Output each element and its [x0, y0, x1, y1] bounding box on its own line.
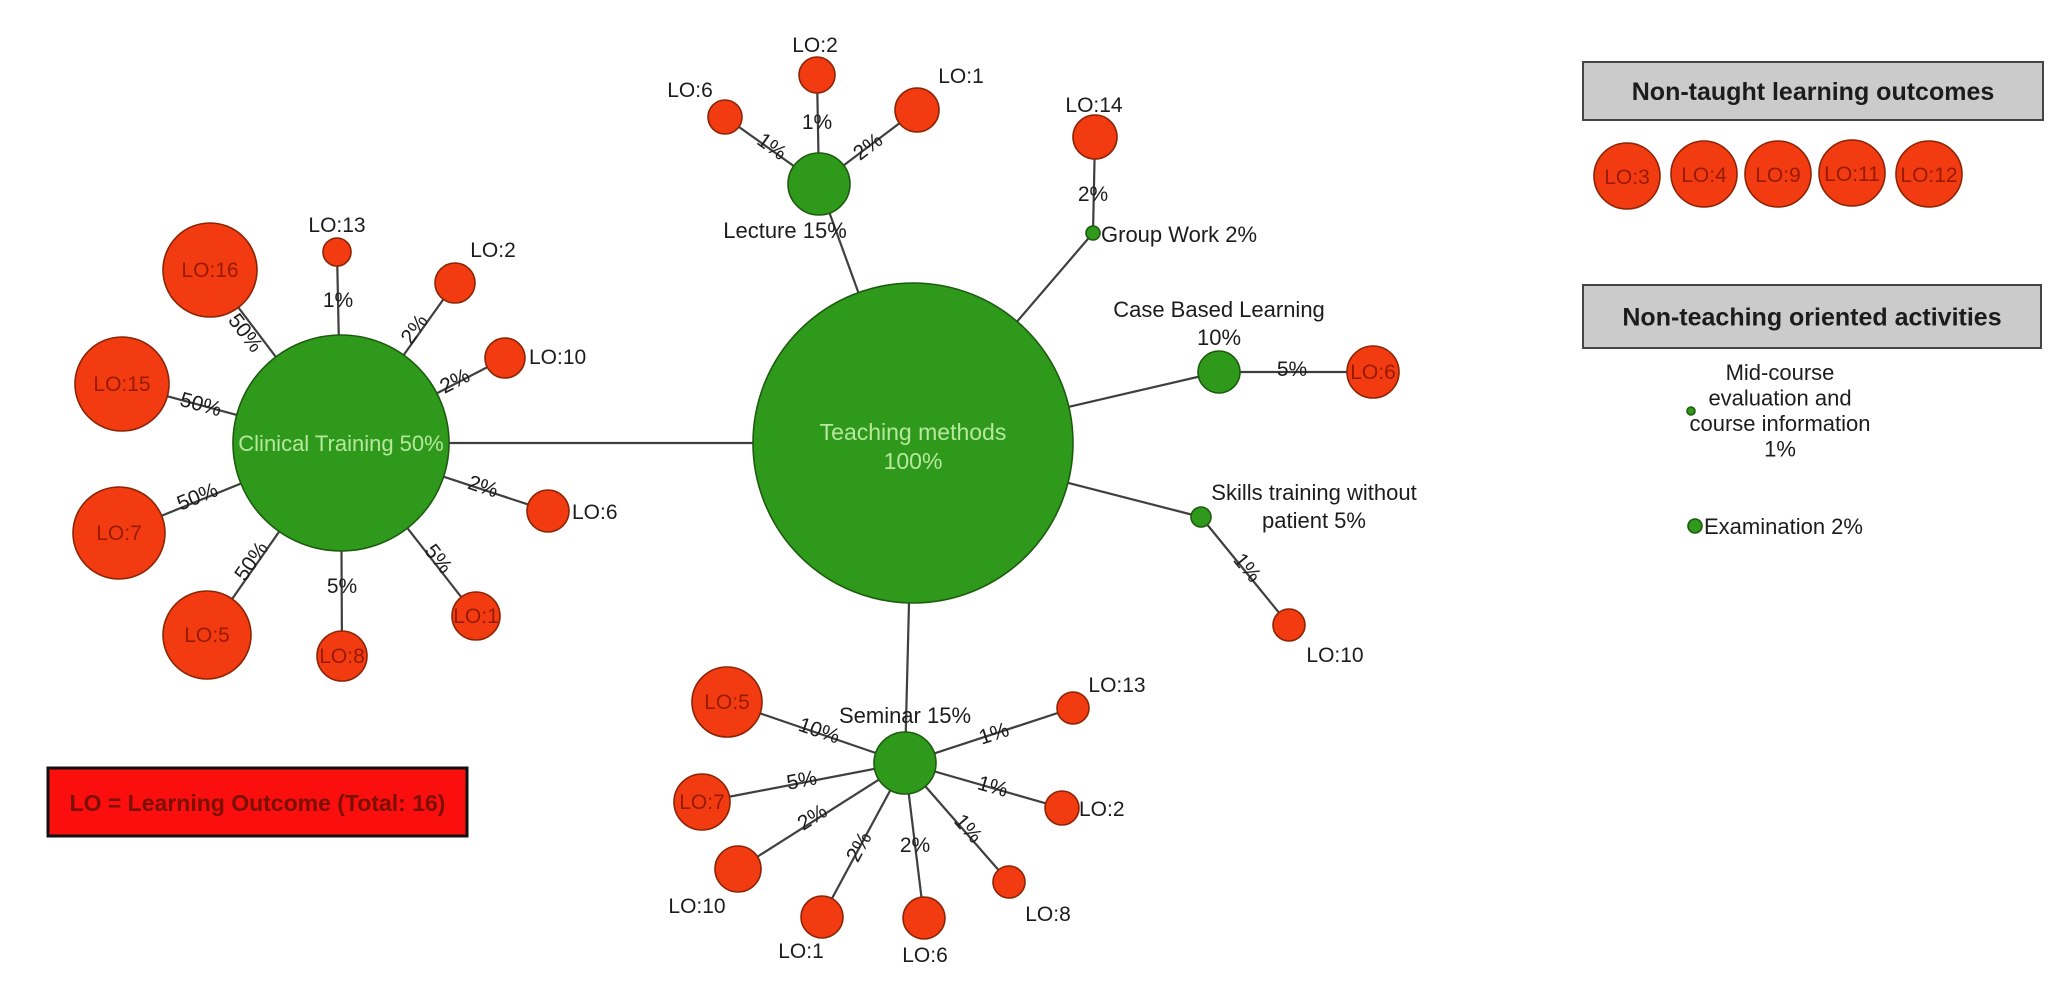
edge-skills-training--lo10-skills	[1200, 516, 1290, 626]
non-taught-header	[1582, 61, 2044, 121]
outcome-node-lo16-clinical	[162, 222, 258, 318]
node-label-clinical-training: Clinical Training 50%	[238, 431, 443, 456]
node-label-case-based-learning: Case Based Learning 10%	[1113, 297, 1325, 350]
node-label-lo6-seminar: LO:6	[902, 944, 948, 967]
node-label-lo8-clinical: LO:8	[319, 645, 365, 668]
outcome-node-lo14-group-work	[1072, 114, 1118, 160]
node-label-lo3-nontaught: LO:3	[1604, 166, 1650, 189]
outcome-node-lo13-clinical	[322, 237, 352, 267]
nodes-layer	[46, 56, 2044, 940]
lo-note-box-label: LO = Learning Outcome (Total: 16)	[70, 790, 446, 816]
lo-note-box	[46, 766, 469, 838]
node-label-group-work: Group Work 2%	[1101, 222, 1257, 247]
node-label-lo15-clinical: LO:15	[93, 373, 150, 396]
node-label-lo1-lecture: LO:1	[938, 65, 984, 88]
node-label-lo7-seminar: LO:7	[679, 791, 725, 814]
non-taught-header-label: Non-taught learning outcomes	[1632, 78, 1995, 106]
node-label-lo10-skills: LO:10	[1306, 644, 1363, 667]
outcome-node-lo8-clinical	[316, 630, 368, 682]
edge-percent-label-seminar--lo7-seminar: 5%	[785, 766, 819, 794]
non-teaching-header-label: Non-teaching oriented activities	[1622, 304, 2001, 332]
outcome-node-lo2-seminar	[1044, 790, 1080, 826]
outcome-node-lo6-cbl	[1346, 345, 1400, 399]
node-label-lo13-clinical: LO:13	[308, 214, 365, 237]
outcome-node-lo15-clinical	[74, 336, 170, 432]
method-node-clinical-training	[232, 334, 450, 552]
outcome-node-lo1-clinical	[451, 591, 501, 641]
outcome-node-lo7-seminar	[673, 773, 731, 831]
node-label-lo16-clinical: LO:16	[181, 259, 238, 282]
node-label-lo13-seminar: LO:13	[1088, 674, 1145, 697]
outcome-node-lo1-seminar	[800, 895, 844, 939]
method-node-group-work	[1085, 225, 1101, 241]
node-label-lo14-group-work: LO:14	[1065, 94, 1123, 117]
node-label-lo9-nontaught: LO:9	[1755, 164, 1801, 187]
examination-label: Examination 2%	[1704, 514, 1863, 539]
node-label-lo5-seminar: LO:5	[704, 691, 750, 714]
edge-percent-label-case-based-learning--lo6-cbl: 5%	[1277, 358, 1307, 381]
node-label-lo5-clinical: LO:5	[184, 624, 230, 647]
edge-percent-label-group-work--lo14-group-work: 2%	[1078, 183, 1108, 206]
node-label-lo6-clinical: LO:6	[572, 501, 618, 524]
node-label-lo10-seminar: LO:10	[668, 895, 725, 918]
edge-seminar--lo10-seminar	[737, 762, 906, 870]
outcome-node-lo6-seminar	[902, 896, 946, 940]
method-node-seminar	[873, 731, 937, 795]
outcome-node-lo8-seminar	[992, 865, 1026, 899]
edge-seminar--lo7-seminar	[701, 761, 906, 804]
labels-layer: 50%1%2%2%50%50%50%5%5%2%1%1%2%2%5%1%10%5…	[70, 34, 2002, 967]
node-label-lo7-clinical: LO:7	[96, 522, 142, 545]
edge-percent-label-lecture--lo2-lecture: 1%	[802, 111, 832, 134]
outcome-node-lo6-clinical	[526, 489, 570, 533]
outcome-node-lo5-seminar	[691, 666, 763, 738]
outcome-node-lo9-nontaught	[1744, 140, 1812, 208]
method-node-examination-dot	[1687, 518, 1703, 534]
method-node-skills-training	[1190, 506, 1212, 528]
outcome-node-lo13-seminar	[1056, 691, 1090, 725]
node-label-lo6-cbl: LO:6	[1350, 361, 1396, 384]
node-label-skills-training: Skills training without patient 5%	[1211, 480, 1416, 533]
outcome-node-lo11-nontaught	[1818, 139, 1886, 207]
outcome-node-lo4-nontaught	[1670, 140, 1738, 208]
node-label-lo1-clinical: LO:1	[453, 605, 499, 628]
edge-percent-label-clinical-training--lo8-clinical: 5%	[327, 575, 357, 598]
node-label-lo10-clinical: LO:10	[529, 346, 586, 369]
node-label-lo4-nontaught: LO:4	[1681, 164, 1727, 187]
node-label-lo2-clinical: LO:2	[470, 239, 516, 262]
node-label-lo11-nontaught: LO:11	[1824, 163, 1880, 186]
outcome-node-lo5-clinical	[162, 590, 252, 680]
node-label-lo12-nontaught: LO:12	[1900, 164, 1957, 187]
outcome-node-lo6-lecture	[707, 99, 743, 135]
outcome-node-lo10-skills	[1272, 608, 1306, 642]
method-node-lecture	[787, 152, 851, 216]
method-node-case-based-learning	[1197, 350, 1241, 394]
method-node-teaching-methods	[752, 282, 1074, 604]
outcome-node-lo7-clinical	[72, 486, 166, 580]
outcome-node-lo3-nontaught	[1593, 142, 1661, 210]
outcome-node-lo2-clinical	[434, 262, 476, 304]
midcourse-label: Mid-course evaluation and course informati…	[1690, 360, 1871, 462]
node-label-lo2-lecture: LO:2	[792, 34, 838, 57]
node-label-lo6-lecture: LO:6	[667, 79, 713, 102]
edge-percent-label-seminar--lo6-seminar: 2%	[900, 834, 930, 857]
node-label-lo2-seminar: LO:2	[1079, 798, 1125, 821]
outcome-node-lo2-lecture	[798, 56, 836, 94]
outcome-node-lo12-nontaught	[1895, 140, 1963, 208]
node-label-lecture: Lecture 15%	[723, 218, 847, 243]
method-node-midcourse-dot	[1686, 406, 1696, 416]
edge-percent-label-clinical-training--lo13-clinical: 1%	[323, 289, 353, 312]
node-label-lo8-seminar: LO:8	[1025, 903, 1071, 926]
outcome-node-lo10-seminar	[714, 845, 762, 893]
node-label-teaching-methods: Teaching methods 100%	[820, 419, 1007, 474]
outcome-node-lo1-lecture	[894, 87, 940, 133]
node-label-seminar: Seminar 15%	[839, 703, 971, 728]
non-teaching-header	[1582, 284, 2042, 349]
node-label-lo1-seminar: LO:1	[778, 940, 824, 963]
outcome-node-lo10-clinical	[484, 337, 526, 379]
